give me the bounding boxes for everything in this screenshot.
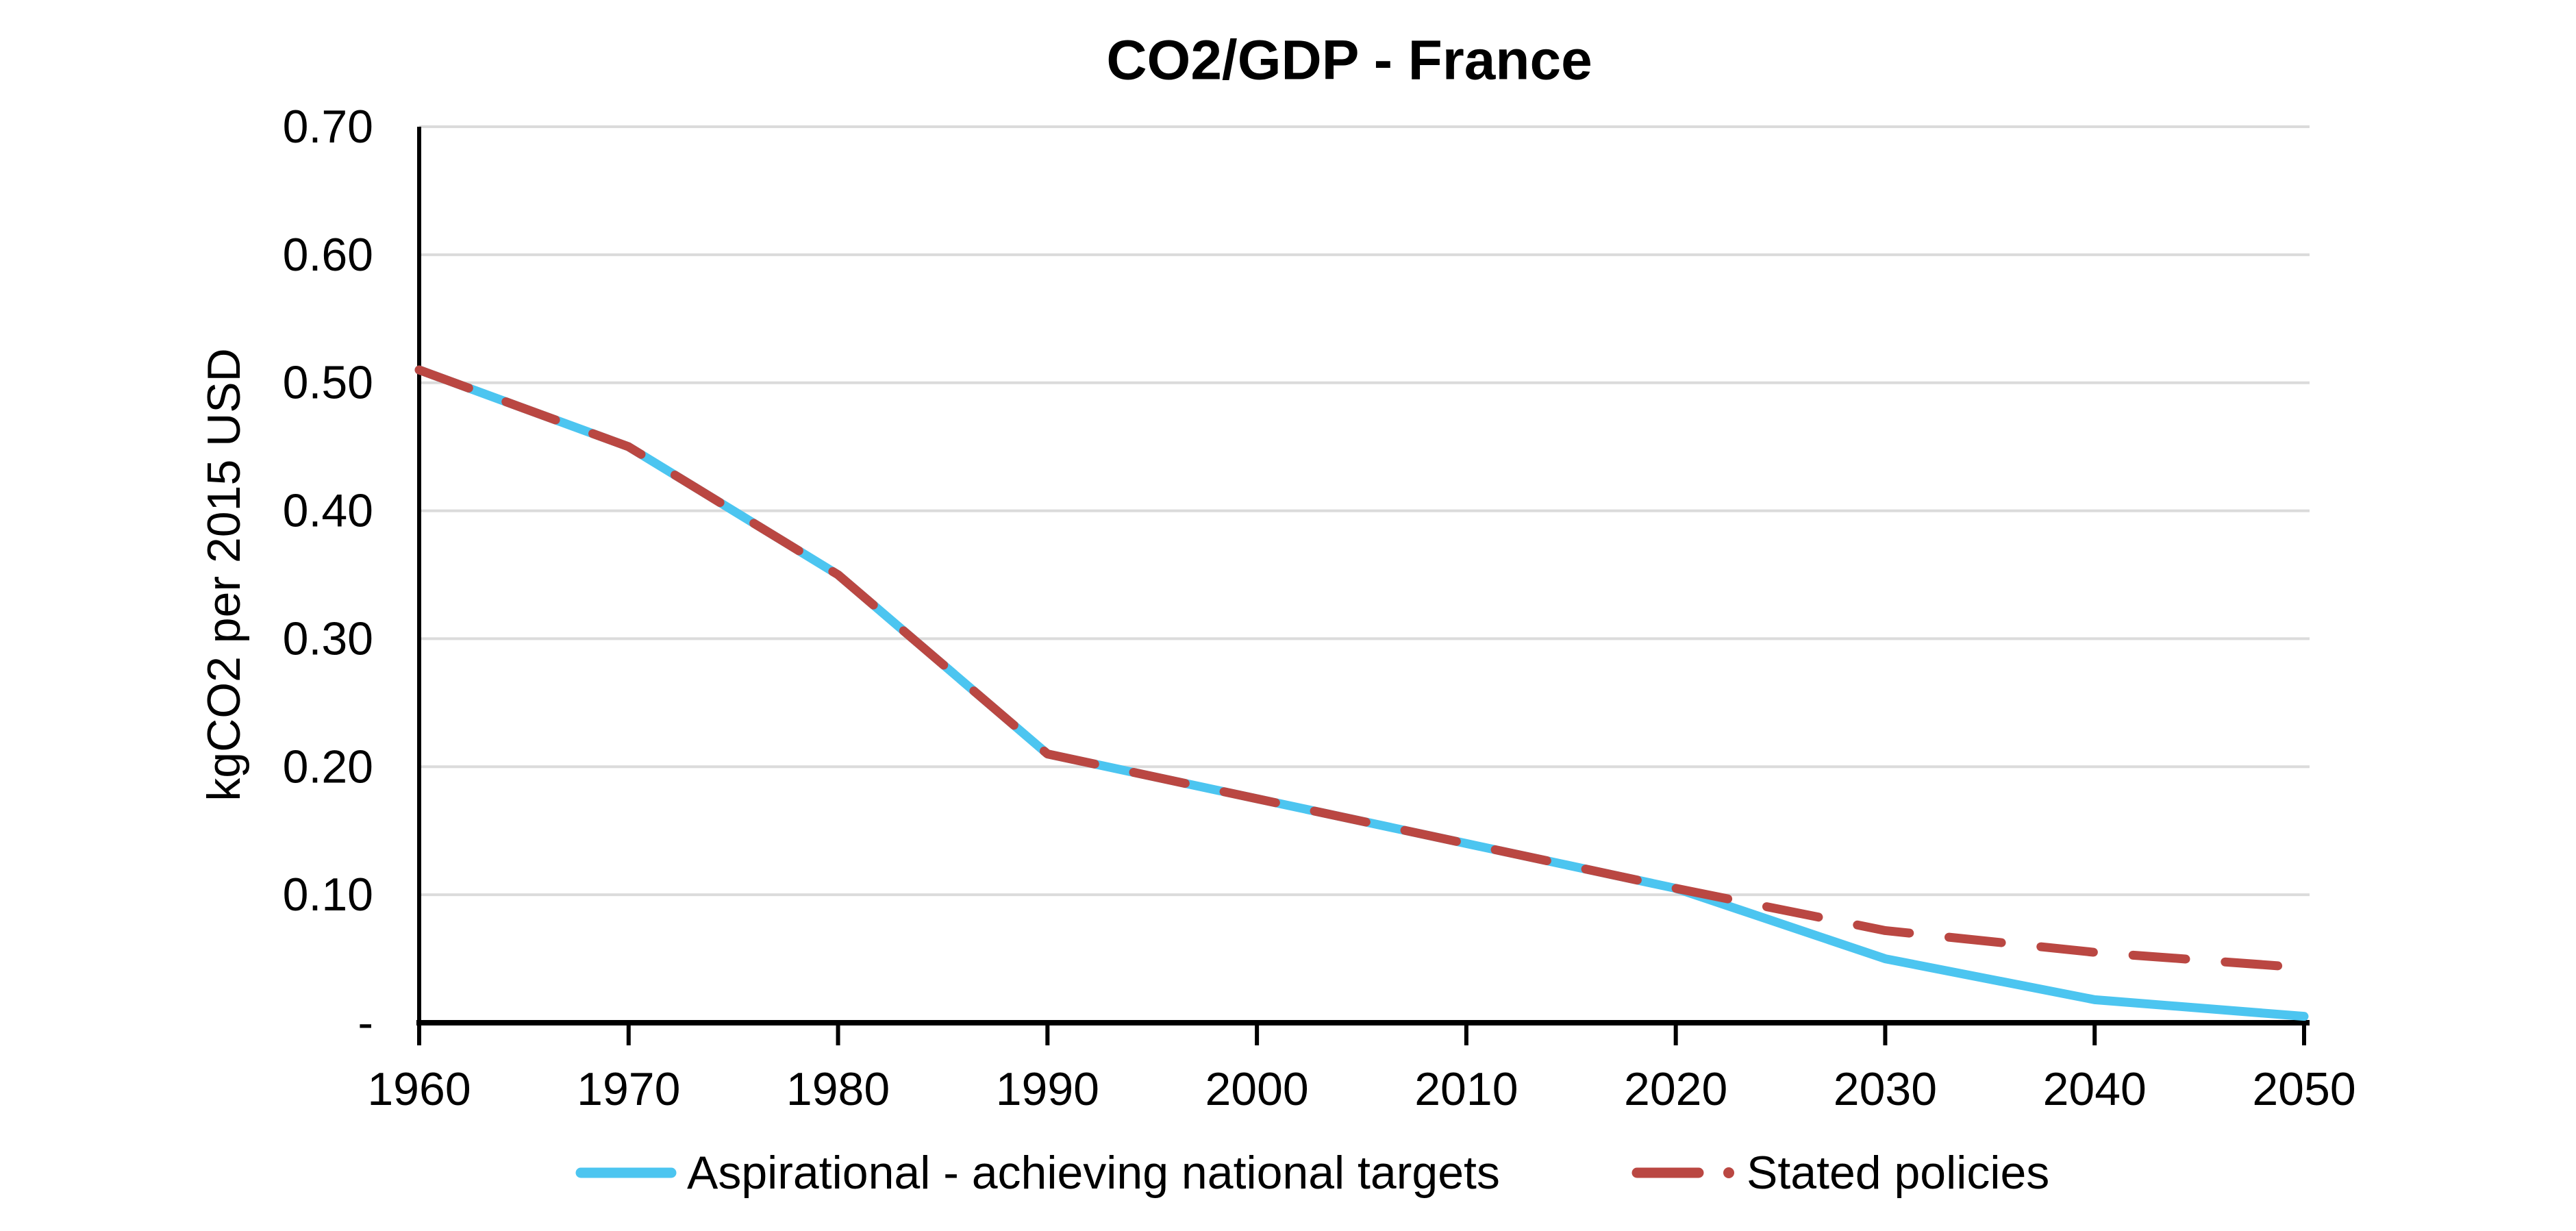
y-tick-label: 0.30 — [283, 612, 373, 664]
x-tick-label: 1990 — [996, 1063, 1099, 1115]
y-tick-label: 0.70 — [283, 101, 373, 153]
x-tick-labels: 1960 1970 1980 1990 2000 2010 2020 2030 2040 2050 — [367, 1063, 2355, 1115]
y-tick-label: 0.60 — [283, 229, 373, 281]
y-tick-label: - — [358, 997, 373, 1049]
x-tick-label: 2000 — [1205, 1063, 1308, 1115]
legend-label-aspirational: Aspirational - achieving national target… — [687, 1147, 1500, 1199]
x-tick-label: 2020 — [1624, 1063, 1727, 1115]
x-tick-label: 2050 — [2252, 1063, 2355, 1115]
y-tick-labels: 0.70 0.60 0.50 0.40 0.30 0.20 0.10 - — [283, 101, 373, 1049]
x-tick-label: 2040 — [2043, 1063, 2147, 1115]
x-tick-label: 1960 — [367, 1063, 471, 1115]
legend-swatch-stated-dot — [1723, 1167, 1734, 1178]
x-tick-label: 2030 — [1834, 1063, 1937, 1115]
series-line-stated-policies — [414, 365, 2309, 973]
y-tick-label: 0.10 — [283, 869, 373, 921]
series-lines — [414, 365, 2309, 1021]
y-tick-label: 0.20 — [283, 741, 373, 793]
y-tick-label: 0.40 — [283, 485, 373, 537]
series-line-aspirational — [414, 365, 2309, 1021]
y-tick-label: 0.50 — [283, 357, 373, 409]
x-tick-label: 1980 — [786, 1063, 890, 1115]
axes — [416, 127, 2310, 1045]
chart-title: CO2/GDP - France — [1106, 29, 1592, 92]
legend-label-stated: Stated policies — [1747, 1147, 2049, 1199]
x-tick-label: 2010 — [1414, 1063, 1518, 1115]
legend: Aspirational - achieving national target… — [575, 1147, 2049, 1199]
y-axis-title: kgCO2 per 2015 USD — [198, 348, 250, 801]
x-tick-label: 1970 — [577, 1063, 680, 1115]
gridlines — [419, 125, 2310, 897]
